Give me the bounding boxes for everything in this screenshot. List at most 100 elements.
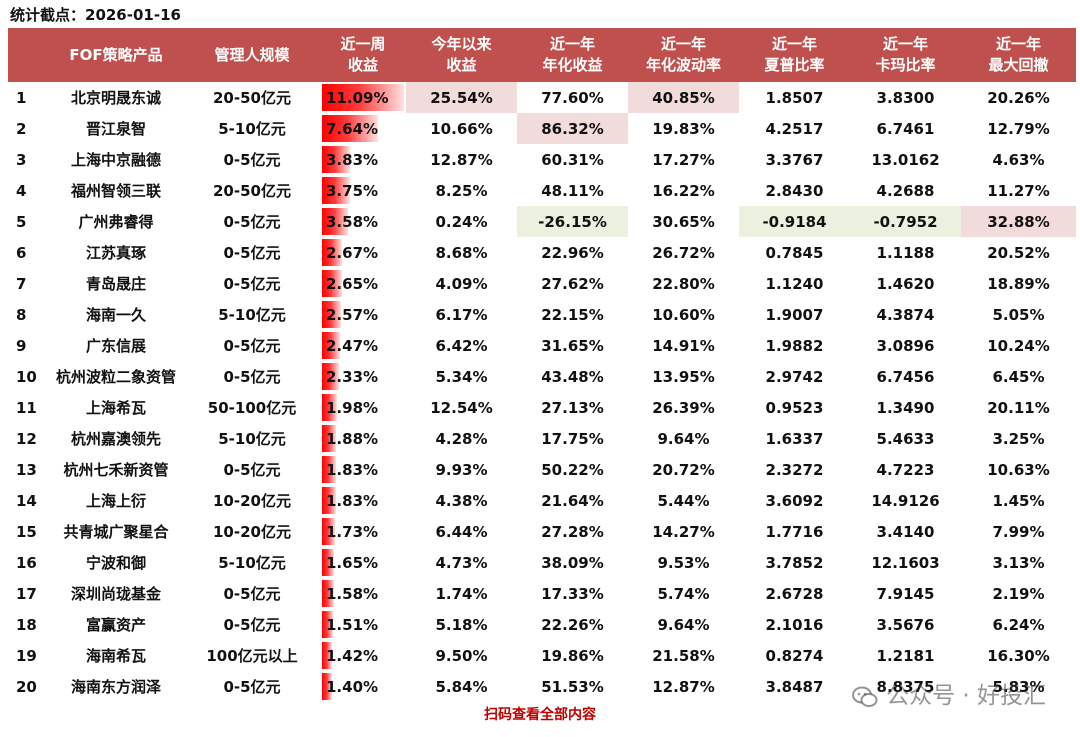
annual-return-cell: -26.15% <box>517 206 628 237</box>
sharpe-ratio-cell: 0.9523 <box>765 398 824 417</box>
scan-view-all-link[interactable]: 扫码查看全部内容 <box>484 707 596 723</box>
rank-cell: 12 <box>16 429 37 448</box>
manager-scale-cell: 10-20亿元 <box>213 492 291 510</box>
ytd-return-cell: 4.09% <box>435 274 488 293</box>
calmar-ratio-cell: 3.8300 <box>876 88 935 107</box>
manager-scale-cell: 0-5亿元 <box>223 585 281 603</box>
product-name-cell: 福州智领三联 <box>70 182 161 200</box>
week-return-cell: 1.73% <box>320 516 406 547</box>
calmar-ratio-cell: 6.7456 <box>876 367 935 386</box>
sharpe-ratio-cell: 1.8507 <box>765 88 824 107</box>
week-return-value: 2.57% <box>326 305 379 324</box>
max-drawdown-cell: 10.24% <box>987 336 1050 355</box>
rank-cell: 5 <box>16 212 27 231</box>
week-return-value: 1.83% <box>326 460 379 479</box>
annual-volatility-cell: 26.39% <box>652 398 715 417</box>
week-return-cell: 1.58% <box>320 578 406 609</box>
ytd-return-cell: 0.24% <box>435 212 488 231</box>
ytd-return-cell: 4.28% <box>435 429 488 448</box>
week-return-bar <box>322 456 336 483</box>
table-row: 14 上海上衍 10-20亿元 1.83% 4.38% 21.64% 5.44% 3.6092… <box>8 485 1076 516</box>
manager-scale-cell: 0-5亿元 <box>223 678 281 696</box>
week-return-value: 1.98% <box>326 398 379 417</box>
product-name-cell: 海南一久 <box>85 306 146 324</box>
rank-cell: 15 <box>16 522 37 541</box>
product-name-cell: 广州弗睿得 <box>78 213 154 231</box>
rank-cell: 14 <box>16 491 37 510</box>
week-return-value: 2.33% <box>326 367 379 386</box>
manager-scale-cell: 50-100亿元 <box>207 399 297 417</box>
annual-return-cell: 86.32% <box>517 113 628 144</box>
ytd-return-cell: 5.84% <box>435 677 488 696</box>
table-row: 4 福州智领三联 20-50亿元 3.75% 8.25% 48.11% 16.22% 2.84… <box>8 175 1076 206</box>
week-return-value: 2.65% <box>326 274 379 293</box>
week-return-value: 1.58% <box>326 584 379 603</box>
sharpe-ratio-cell: -0.9184 <box>739 206 850 237</box>
annual-volatility-cell: 21.58% <box>652 646 715 665</box>
sharpe-ratio-cell: 3.6092 <box>765 491 824 510</box>
week-return-value: 1.73% <box>326 522 379 541</box>
wechat-icon <box>852 686 878 707</box>
sharpe-ratio-cell: 3.8487 <box>765 677 824 696</box>
calmar-ratio-cell: 1.4620 <box>876 274 935 293</box>
calmar-ratio-cell: 3.4140 <box>876 522 935 541</box>
ytd-return-cell: 12.87% <box>430 150 493 169</box>
annual-return-cell: 27.62% <box>541 274 604 293</box>
col-header-week-return: 近一周 收益 <box>320 28 406 82</box>
max-drawdown-cell: 2.19% <box>992 584 1045 603</box>
week-return-cell: 3.75% <box>320 175 406 206</box>
col-header-calmar: 近一年 卡玛比率 <box>850 28 961 82</box>
annual-volatility-cell: 26.72% <box>652 243 715 262</box>
week-return-value: 3.75% <box>326 181 379 200</box>
table-row: 8 海南一久 5-10亿元 2.57% 6.17% 22.15% 10.60% 1.9007 4… <box>8 299 1076 330</box>
rank-cell: 1 <box>16 88 27 107</box>
col-header-sharpe: 近一年 夏普比率 <box>739 28 850 82</box>
calmar-ratio-cell: 1.2181 <box>876 646 935 665</box>
annual-return-cell: 21.64% <box>541 491 604 510</box>
table-row: 16 宁波和御 5-10亿元 1.65% 4.73% 38.09% 9.53% 3.7852 1… <box>8 547 1076 578</box>
ytd-return-cell: 25.54% <box>406 82 517 113</box>
annual-volatility-cell: 22.80% <box>652 274 715 293</box>
sharpe-ratio-cell: 0.8274 <box>765 646 824 665</box>
annual-return-cell: 31.65% <box>541 336 604 355</box>
table-row: 11 上海希瓦 50-100亿元 1.98% 12.54% 27.13% 26.39% 0.9… <box>8 392 1076 423</box>
table-row: 3 上海中京融德 0-5亿元 3.83% 12.87% 60.31% 17.27% 3.376… <box>8 144 1076 175</box>
max-drawdown-cell: 12.79% <box>987 119 1050 138</box>
week-return-cell: 1.98% <box>320 392 406 423</box>
rank-cell: 16 <box>16 553 37 572</box>
rank-cell: 17 <box>16 584 37 603</box>
week-return-value: 3.83% <box>326 150 379 169</box>
rank-cell: 3 <box>16 150 27 169</box>
ytd-return-cell: 4.38% <box>435 491 488 510</box>
week-return-value: 1.42% <box>326 646 379 665</box>
sharpe-ratio-cell: 2.8430 <box>765 181 824 200</box>
manager-scale-cell: 10-20亿元 <box>213 523 291 541</box>
week-return-value: 7.64% <box>326 119 379 138</box>
table-body: 1 北京明晟东诚 20-50亿元 11.09% 25.54% 77.60% 40.85% 1.… <box>8 82 1076 702</box>
calmar-ratio-cell: 1.1188 <box>876 243 935 262</box>
max-drawdown-cell: 11.27% <box>987 181 1050 200</box>
annual-volatility-cell: 14.27% <box>652 522 715 541</box>
calmar-ratio-cell: 4.2688 <box>876 181 935 200</box>
calmar-ratio-cell: 3.0896 <box>876 336 935 355</box>
max-drawdown-cell: 3.13% <box>992 553 1045 572</box>
product-name-cell: 上海希瓦 <box>85 399 146 417</box>
sharpe-ratio-cell: 1.1240 <box>765 274 824 293</box>
annual-return-cell: 19.86% <box>541 646 604 665</box>
week-return-value: 2.47% <box>326 336 379 355</box>
annual-return-cell: 22.26% <box>541 615 604 634</box>
annual-volatility-cell: 5.44% <box>657 491 710 510</box>
ytd-return-cell: 8.25% <box>435 181 488 200</box>
week-return-bar <box>322 115 379 142</box>
manager-scale-cell: 5-10亿元 <box>218 430 286 448</box>
manager-scale-cell: 0-5亿元 <box>223 461 281 479</box>
ytd-return-cell: 5.18% <box>435 615 488 634</box>
annual-volatility-cell: 9.53% <box>657 553 710 572</box>
week-return-cell: 1.42% <box>320 640 406 671</box>
sharpe-ratio-cell: 2.3272 <box>765 460 824 479</box>
week-return-bar <box>322 301 341 328</box>
calmar-ratio-cell: 7.9145 <box>876 584 935 603</box>
manager-scale-cell: 0-5亿元 <box>223 151 281 169</box>
max-drawdown-cell: 5.05% <box>992 305 1045 324</box>
manager-scale-cell: 100亿元以上 <box>206 647 298 665</box>
